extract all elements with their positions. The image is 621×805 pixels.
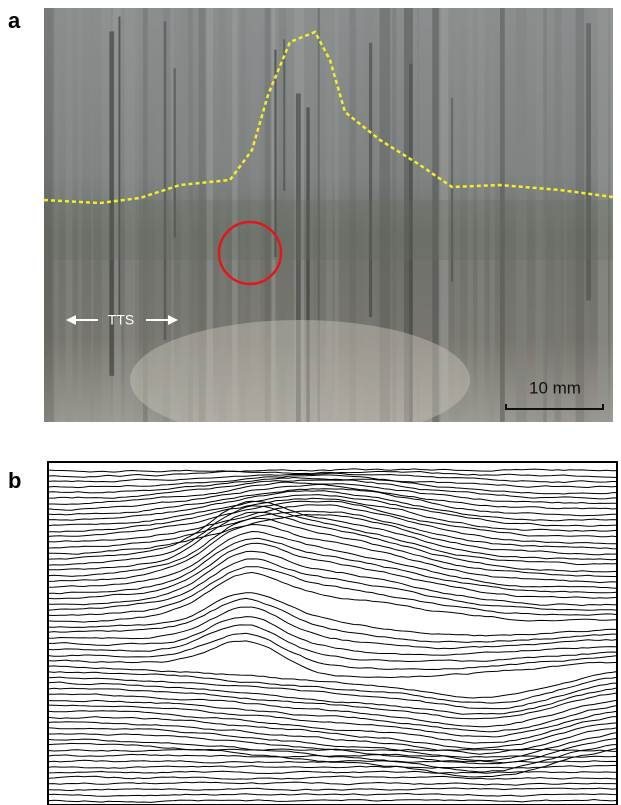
panel-label: a [8, 8, 21, 33]
texture-streak [164, 21, 167, 340]
photo-band [44, 200, 613, 260]
texture-streak [283, 39, 285, 191]
arrow-label: TTS [108, 312, 134, 328]
figure: a TTS 10 mm b [0, 0, 621, 805]
scale-bar-label: 10 mm [529, 378, 581, 397]
texture-streak [369, 43, 372, 317]
panel-label: b [8, 468, 21, 493]
photo-panel: TTS 10 mm [44, 8, 613, 462]
texture-streak [118, 16, 120, 317]
photo-light-area [130, 320, 470, 440]
